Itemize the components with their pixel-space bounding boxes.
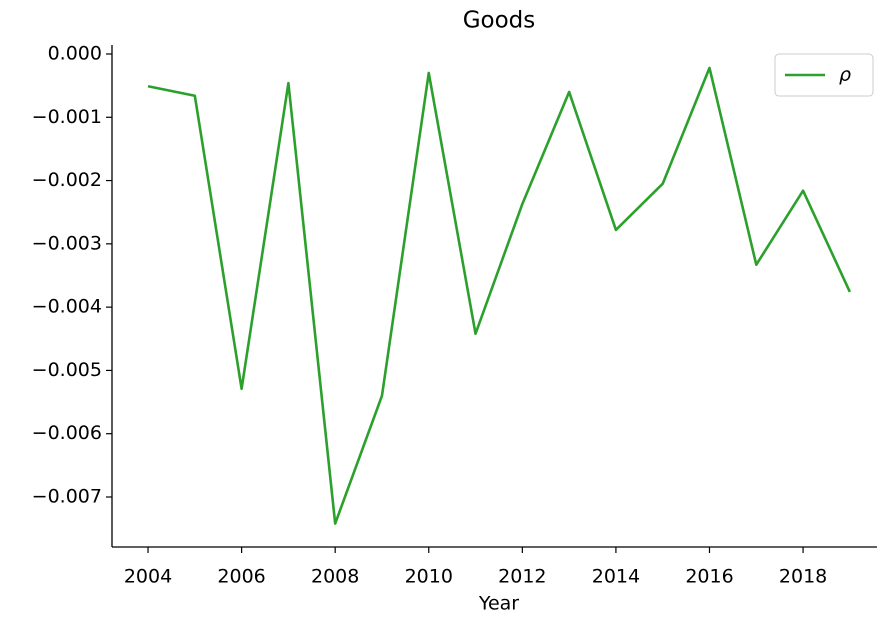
x-tick-label: 2018: [779, 566, 827, 588]
legend-label: ρ: [839, 64, 851, 86]
y-tick-label: −0.007: [32, 486, 102, 508]
y-tick-label: 0.000: [48, 42, 102, 64]
x-tick-label: 2010: [405, 566, 453, 588]
x-tick-label: 2014: [592, 566, 640, 588]
chart-title: Goods: [463, 8, 536, 34]
x-tick-label: 2012: [498, 566, 546, 588]
x-tick-label: 2016: [685, 566, 733, 588]
y-tick-label: −0.001: [32, 106, 102, 128]
x-axis-label: Year: [478, 593, 519, 615]
x-tick-label: 2006: [217, 566, 265, 588]
y-tick-label: −0.006: [32, 422, 102, 444]
y-tick-label: −0.003: [32, 232, 102, 254]
x-tick-label: 2004: [124, 566, 172, 588]
y-tick-label: −0.004: [32, 296, 102, 318]
x-tick-label: 2008: [311, 566, 359, 588]
data-line: [147, 66, 852, 525]
y-tick-label: −0.002: [32, 169, 102, 191]
y-tick-label: −0.005: [32, 359, 102, 381]
